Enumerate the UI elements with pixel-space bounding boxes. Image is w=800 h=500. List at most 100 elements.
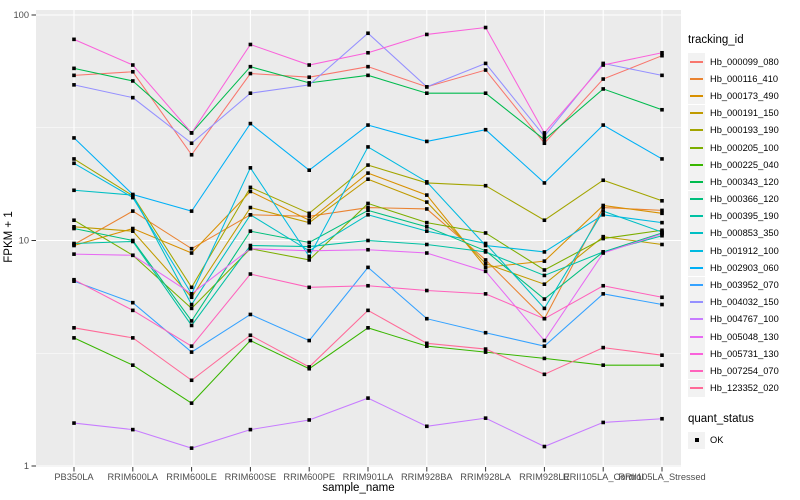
data-point-Hb_000173_490	[542, 259, 547, 263]
data-point-Hb_005731_130	[189, 131, 194, 135]
data-point-Hb_004767_100	[189, 446, 194, 450]
legend-item-label: Hb_000205_100	[710, 142, 779, 153]
data-point-Hb_000395_190	[542, 273, 547, 278]
data-point-Hb_007254_070	[660, 295, 664, 300]
data-point-Hb_005731_130	[542, 131, 547, 135]
legend-item: Hb_000099_080	[688, 53, 800, 71]
data-point-Hb_000116_410	[189, 246, 194, 251]
data-point-Hb_001912_100	[248, 166, 253, 170]
data-point-Hb_000173_490	[483, 265, 488, 270]
data-point-Hb_000395_190	[72, 241, 76, 246]
data-point-Hb_000366_120	[189, 319, 194, 323]
data-point-Hb_004767_100	[660, 416, 664, 421]
data-point-Hb_005048_130	[248, 246, 253, 251]
legend-item: Hb_000225_040	[688, 156, 800, 174]
data-point-Hb_004767_100	[542, 444, 547, 449]
legend-item: Hb_000366_120	[688, 190, 800, 208]
legend-item-label: Hb_003952_070	[710, 280, 779, 291]
data-point-Hb_004767_100	[601, 420, 605, 425]
legend-item-label: Hb_000191_150	[710, 108, 779, 119]
data-point-Hb_000395_190	[483, 250, 488, 254]
data-point-Hb_007254_070	[72, 277, 76, 282]
x-tick-label-RRIM928BA: RRIM928BA	[401, 472, 453, 482]
data-point-Hb_000116_410	[425, 207, 429, 211]
data-point-Hb_000225_040	[483, 350, 488, 354]
legend-item: Hb_002903_060	[688, 259, 800, 277]
legend-items-tracking-id: Hb_000099_080 Hb_000116_410 Hb_000173_490 H…	[688, 53, 800, 397]
data-point-Hb_000116_410	[307, 214, 311, 219]
data-point-Hb_000366_120	[425, 225, 429, 229]
data-point-Hb_000853_350	[189, 302, 194, 307]
legend-key-line-icon	[690, 146, 703, 149]
data-point-Hb_000225_040	[248, 338, 253, 343]
legend-key	[688, 276, 705, 294]
data-point-Hb_003952_070	[601, 292, 605, 296]
legend-item-label: Hb_005731_130	[710, 348, 779, 359]
data-point-Hb_000205_100	[189, 306, 194, 311]
data-point-Hb_123352_020	[601, 345, 605, 350]
data-point-Hb_000395_190	[425, 242, 429, 247]
legend-key	[688, 224, 705, 242]
data-point-Hb_000191_150	[366, 177, 370, 181]
x-tick-label-RRIM901LA: RRIM901LA	[343, 472, 394, 482]
data-point-Hb_123352_020	[307, 365, 311, 369]
data-point-Hb_123352_020	[72, 326, 76, 330]
legend-item: Hb_000191_150	[688, 104, 800, 122]
x-tick-label-PB350LA: PB350LA	[54, 472, 94, 482]
data-point-Hb_005731_130	[660, 50, 664, 55]
data-point-Hb_001912_100	[660, 220, 664, 225]
data-point-Hb_123352_020	[483, 347, 488, 351]
y-axis-title: FPKM + 1	[3, 211, 15, 263]
data-point-Hb_002903_060	[189, 209, 194, 213]
data-point-Hb_000173_490	[425, 193, 429, 197]
data-point-Hb_004032_150	[189, 141, 194, 146]
data-point-Hb_000191_150	[131, 229, 135, 233]
data-point-Hb_005731_130	[425, 32, 429, 37]
legend-key	[688, 345, 705, 363]
legend-item: Hb_004032_150	[688, 293, 800, 311]
data-point-Hb_000225_040	[72, 336, 76, 340]
data-point-Hb_000173_490	[366, 171, 370, 175]
data-point-Hb_002903_060	[131, 192, 135, 197]
data-point-Hb_001912_100	[72, 161, 76, 166]
data-point-Hb_000191_150	[601, 234, 605, 239]
data-point-Hb_007254_070	[189, 344, 194, 348]
legend-key-line-icon	[690, 163, 703, 166]
legend-item: Hb_000395_190	[688, 207, 800, 225]
legend-key-line-icon	[690, 352, 703, 355]
data-point-Hb_000395_190	[248, 243, 253, 248]
legend-item-label: Hb_000366_120	[710, 194, 779, 205]
legend-key	[688, 104, 705, 122]
data-point-Hb_004032_150	[248, 91, 253, 96]
data-point-Hb_004032_150	[483, 61, 488, 66]
data-point-Hb_007254_070	[307, 285, 311, 290]
data-point-Hb_004767_100	[72, 421, 76, 425]
x-tick-label-RRII105LA_Stressed: RRII105LA_Stressed	[618, 472, 705, 482]
legend-item-label: Hb_001912_100	[710, 245, 779, 256]
data-point-Hb_004032_150	[131, 95, 135, 100]
data-point-Hb_000116_410	[366, 205, 370, 210]
data-point-Hb_000193_190	[307, 211, 311, 216]
legend-key	[688, 139, 705, 157]
legend-key	[688, 53, 705, 71]
data-point-Hb_003952_070	[307, 338, 311, 343]
data-point-Hb_007254_070	[425, 288, 429, 293]
data-point-Hb_123352_020	[248, 333, 253, 338]
data-point-Hb_004767_100	[307, 418, 311, 422]
legend-item: Hb_000205_100	[688, 139, 800, 157]
x-tick-label-RRII105LA_Control: RRII105LA_Control	[563, 472, 644, 482]
data-point-Hb_000225_040	[189, 401, 194, 405]
data-point-Hb_000173_490	[189, 251, 194, 255]
data-point-Hb_004767_100	[248, 427, 253, 432]
data-point-Hb_000193_190	[72, 157, 76, 161]
legend-key	[688, 173, 705, 191]
legend-item: Hb_000853_350	[688, 224, 800, 242]
data-point-Hb_002903_060	[307, 168, 311, 172]
legend-key-line-icon	[690, 249, 703, 252]
legend-title-quant-status: quant_status	[688, 412, 754, 425]
data-point-Hb_000173_490	[72, 243, 76, 248]
legend-item: Hb_004767_100	[688, 310, 800, 328]
data-point-Hb_000193_190	[660, 198, 664, 203]
data-point-Hb_000205_100	[307, 258, 311, 262]
legend-item-label: Hb_000116_410	[710, 73, 779, 84]
